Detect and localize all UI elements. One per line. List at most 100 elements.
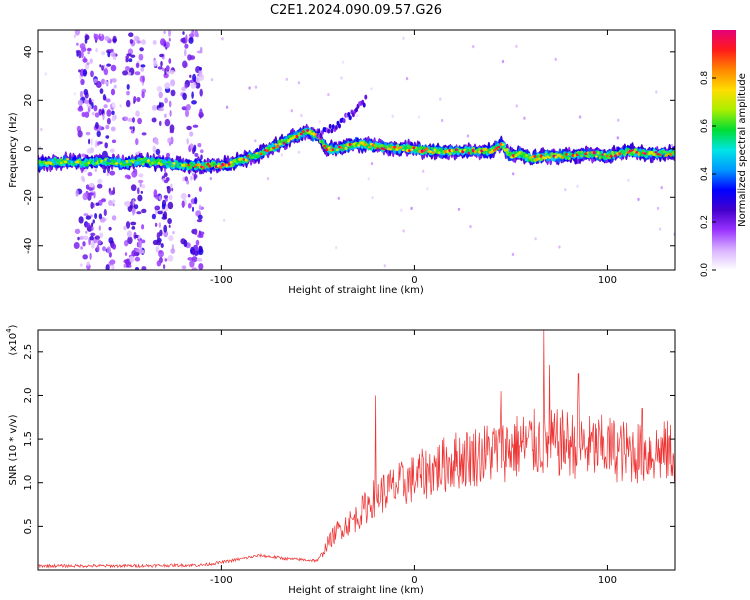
ridge-core (350, 145, 354, 148)
noise-speck (156, 232, 161, 240)
ridge-cell (530, 158, 534, 162)
noise-speck (106, 117, 111, 125)
noise-speck (660, 186, 663, 190)
noise-speck (82, 235, 89, 240)
ridge-core (159, 162, 163, 167)
noise-speck (417, 115, 421, 119)
x-tick-label: -100 (210, 275, 233, 286)
noise-speck (578, 115, 582, 119)
ridge-core (166, 163, 169, 166)
noise-speck (75, 189, 79, 197)
noise-speck (180, 238, 186, 245)
noise-speck (101, 198, 106, 203)
snr-axes: -100 0 100 0.5 1.0 1.5 2.0 2.5 (23, 330, 675, 586)
noise-speck (656, 206, 660, 210)
ridge-core (193, 165, 197, 168)
ridge-cell (139, 157, 144, 161)
snr-plot-area (38, 330, 675, 570)
svg-text:(x104): (x104) (5, 324, 19, 355)
noise-speck (181, 86, 186, 92)
noise-speck (185, 109, 189, 118)
ridge-core (83, 160, 87, 164)
noise-speck (112, 55, 117, 60)
noise-speck (197, 143, 202, 148)
ridge-cell (487, 148, 491, 151)
ridge-core (418, 149, 422, 154)
noise-speck (184, 83, 188, 89)
ridge-cell (430, 147, 434, 150)
noise-speck (169, 129, 174, 134)
colorbar-tick-label: 0.0 (700, 263, 710, 278)
ridge-core (437, 151, 441, 155)
noise-speck (110, 126, 116, 132)
noise-speck (102, 113, 105, 121)
noise-speck (123, 263, 127, 268)
noise-speck (111, 139, 117, 144)
noise-speck (142, 76, 145, 83)
branch-cell (327, 128, 331, 134)
ridge-core (195, 163, 199, 166)
noise-speck (167, 137, 172, 144)
ridge-core (342, 145, 346, 149)
noise-speck (135, 110, 140, 117)
noise-speck (191, 100, 197, 105)
noise-speck (367, 177, 370, 181)
noise-speck (192, 249, 195, 256)
noise-speck (108, 226, 112, 231)
ridge-core (410, 148, 414, 151)
noise-speck (141, 184, 146, 189)
noise-speck (402, 229, 405, 233)
noise-speck (82, 254, 88, 260)
ridge-core (40, 163, 44, 167)
ridge-cell (546, 153, 550, 157)
noise-speck (185, 104, 191, 111)
noise-speck (99, 64, 102, 68)
ridge-core (599, 152, 603, 155)
noise-speck (102, 246, 106, 252)
ridge-core (308, 130, 312, 134)
ridge-core (516, 152, 520, 156)
ridge-core (51, 158, 55, 162)
ridge-core (93, 158, 97, 163)
noise-speck (98, 213, 103, 220)
noise-speck (124, 174, 131, 179)
ridge-core (614, 154, 617, 158)
noise-speck (523, 116, 526, 120)
noise-speck (168, 100, 172, 108)
noise-speck (79, 90, 84, 98)
noise-speck (185, 34, 188, 42)
noise-speck (405, 77, 409, 81)
noise-speck (152, 40, 157, 45)
noise-speck (410, 206, 413, 210)
noise-speck (125, 66, 130, 71)
noise-speck (94, 213, 98, 219)
noise-speck (90, 138, 93, 146)
ridge-cell (175, 161, 179, 164)
noise-speck (106, 172, 109, 176)
noise-speck (127, 117, 134, 122)
ridge-cell (586, 154, 590, 158)
noise-speck (222, 218, 226, 222)
ridge-core (352, 142, 356, 145)
noise-speck (164, 197, 168, 202)
noise-speck (164, 113, 167, 118)
ridge-core (425, 147, 429, 151)
noise-speck (86, 62, 90, 66)
noise-speck (196, 219, 203, 223)
noise-speck (108, 200, 113, 206)
ridge-core (401, 149, 405, 152)
noise-speck (152, 145, 156, 153)
ridge-cell (110, 162, 114, 165)
ridge-cell (348, 145, 352, 149)
ridge-cell (630, 153, 635, 156)
noise-speck (73, 34, 77, 38)
ridge-core (484, 147, 488, 152)
noise-speck (82, 69, 87, 77)
noise-speck (105, 98, 111, 103)
noise-speck (111, 107, 114, 111)
noise-speck (141, 208, 147, 214)
ridge-core (406, 149, 409, 153)
noise-speck (83, 88, 89, 96)
noise-speck (94, 112, 100, 118)
ridge-core (327, 146, 331, 150)
